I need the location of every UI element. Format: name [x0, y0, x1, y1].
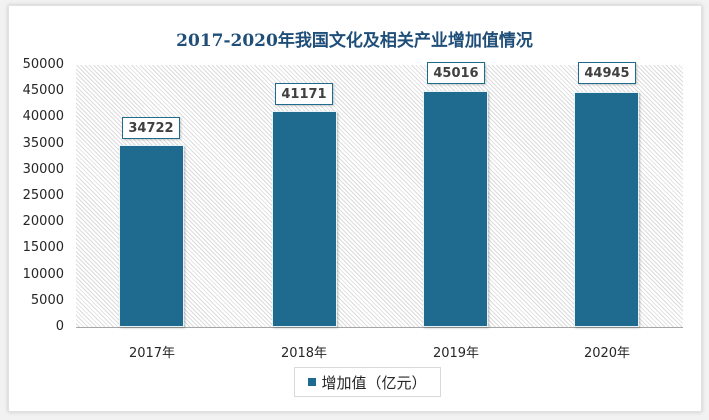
x-tick-2019: 2019年	[432, 346, 480, 361]
data-label-2020: 44945	[578, 62, 636, 84]
y-tick: 50000	[22, 57, 64, 72]
data-label-2017: 34722	[122, 117, 180, 139]
legend-swatch-icon	[308, 378, 317, 386]
legend-label: 增加值（亿元）	[321, 373, 427, 392]
data-label-2019: 45016	[427, 62, 485, 84]
y-tick: 0	[55, 319, 64, 334]
y-tick: 15000	[22, 240, 64, 255]
bar-2019	[423, 91, 488, 327]
y-tick: 10000	[22, 267, 64, 282]
data-label-2018: 41171	[275, 83, 333, 105]
y-tick: 30000	[22, 162, 64, 177]
x-tick-2017: 2017年	[128, 346, 176, 361]
bar-2018	[272, 111, 337, 327]
x-tick-2018: 2018年	[280, 346, 328, 361]
chart-title: 2017-2020年我国文化及相关产业增加值情况	[176, 31, 533, 51]
bar-2017	[119, 145, 184, 327]
x-axis-line	[76, 327, 683, 328]
legend: 增加值（亿元）	[294, 367, 441, 397]
y-tick: 20000	[22, 214, 64, 229]
bar-2020	[574, 92, 639, 327]
y-tick: 40000	[22, 109, 64, 124]
y-tick: 25000	[22, 188, 64, 203]
y-tick: 35000	[22, 136, 64, 151]
y-tick: 45000	[22, 83, 64, 98]
y-tick: 5000	[30, 293, 64, 308]
x-tick-2020: 2020年	[583, 346, 631, 361]
